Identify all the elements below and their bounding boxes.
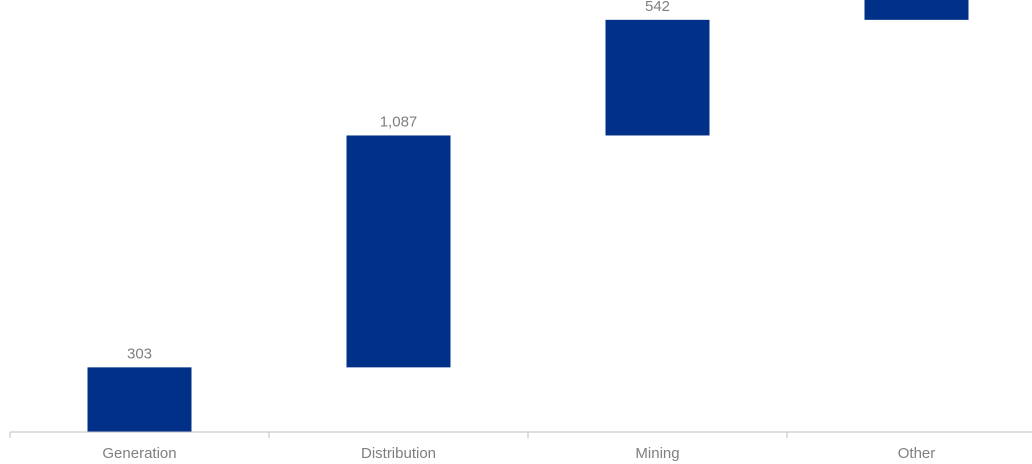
tick-label-generation: Generation [102, 445, 176, 462]
tick-label-distribution: Distribution [361, 445, 436, 462]
tick-label-other: Other [898, 445, 936, 462]
x-axis-ticks [9, 432, 788, 438]
tick-label-mining: Mining [635, 445, 679, 462]
data-label-generation: 303 [127, 345, 152, 362]
bar-mining [605, 19, 710, 136]
bar-distribution [346, 135, 451, 368]
data-label-mining: 542 [645, 0, 670, 15]
data-label-distribution: 1,087 [380, 113, 418, 130]
bar-other [864, 0, 969, 20]
bar-generation [87, 367, 192, 432]
x-axis-tick-labels: Generation Distribution Mining Other [102, 445, 935, 462]
